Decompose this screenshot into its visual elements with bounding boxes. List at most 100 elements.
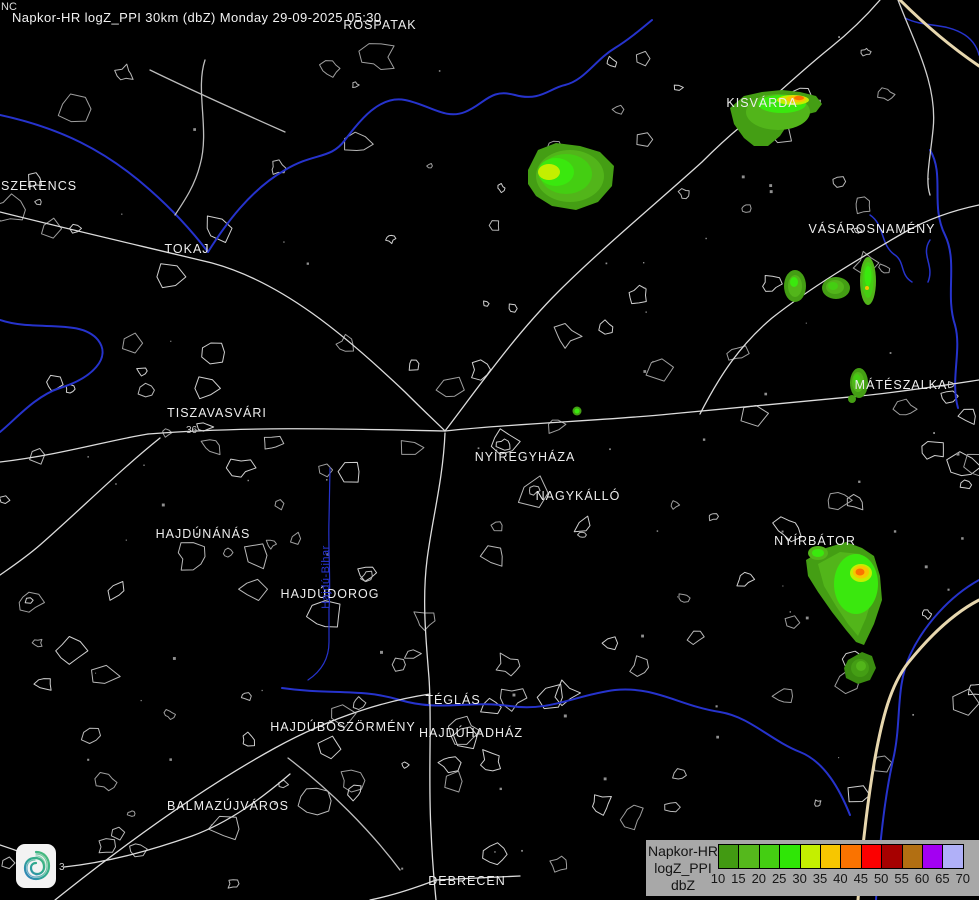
map-speck [838, 36, 841, 38]
settlement-outline [573, 515, 591, 533]
map-speck [769, 190, 773, 194]
settlement-outline [28, 172, 43, 188]
settlement-outline [636, 132, 654, 147]
settlement-outline [404, 649, 422, 659]
city-label: SZERENCS [1, 179, 77, 193]
map-speck [912, 713, 915, 716]
settlement-outline [347, 784, 362, 802]
echo-kisvarda [730, 90, 822, 146]
map-speck [805, 322, 807, 324]
settlement-outline [136, 367, 148, 377]
settlement-outline [358, 43, 395, 70]
river-tisza-west [0, 114, 209, 253]
settlement-outline [740, 405, 769, 427]
motorway-layer [856, 0, 979, 900]
settlement-outline [673, 84, 684, 91]
city-label: DEBRECEN [428, 874, 505, 888]
legend-title-line-2: logZ_PPI [654, 860, 712, 876]
settlement-outline [488, 220, 500, 231]
settlement-outline [592, 794, 612, 816]
settlement-outline [65, 384, 76, 394]
map-speck [170, 340, 172, 342]
colorbar-tick: 55 [894, 871, 909, 886]
county-label: Hajdú-Bihar [320, 545, 332, 609]
map-speck [764, 392, 768, 396]
settlement-outline [963, 453, 979, 477]
map-speck [438, 70, 441, 72]
map-speck [716, 735, 720, 739]
settlement-outline [611, 104, 625, 115]
colorbar-tick: 65 [935, 871, 950, 886]
settlement-outline [480, 749, 501, 772]
settlement-outline [480, 697, 502, 715]
settlement-outline [122, 332, 144, 354]
spiral-icon [23, 850, 51, 881]
map-labels-layer: ROSPATAK SZERENCS TOKAJ KISVÁRDA VÁSÁROSNAMÉ… [1, 1, 948, 888]
settlement-outline [922, 609, 933, 620]
settlement-outline [24, 597, 34, 604]
settlement-outline [536, 683, 563, 710]
settlement-outline [278, 779, 290, 789]
city-label: HAJDÚDOROG [281, 586, 380, 601]
river-topright [904, 17, 979, 56]
road-topleft-1 [149, 69, 286, 133]
map-speck [172, 657, 176, 660]
city-label: BALMAZÚJVÁROS [167, 798, 289, 813]
settlement-outline [31, 638, 43, 648]
colorbar-swatch [779, 844, 801, 869]
settlement-outline [0, 193, 26, 222]
settlement-outline [635, 50, 651, 67]
settlement-outline [271, 159, 287, 175]
colorbar-swatch [942, 844, 964, 869]
map-speck [656, 530, 659, 532]
settlement-outline [762, 275, 783, 292]
city-label: MÁTÉSZALKA [855, 377, 948, 392]
map-speck [858, 480, 861, 483]
rivers-layer [0, 17, 979, 900]
settlement-outline [114, 63, 134, 81]
road-hb-debrecen [287, 757, 401, 871]
echo-small-west [784, 270, 806, 302]
river-squiggle-1 [869, 214, 913, 283]
settlement-outline [238, 578, 268, 601]
settlement-outline [29, 448, 46, 465]
map-speck [87, 456, 89, 458]
settlement-outline [490, 521, 503, 532]
settlement-outline [34, 198, 42, 206]
map-speck [924, 565, 928, 569]
motorway-topright [898, 0, 979, 68]
echo-central [528, 143, 614, 210]
map-speck [643, 287, 646, 289]
settlement-outline [921, 441, 944, 460]
road-debrecen-east [435, 875, 521, 881]
settlement-outline [306, 600, 341, 628]
settlement-outline [426, 163, 433, 169]
city-label: ROSPATAK [343, 18, 416, 32]
settlement-outline [628, 284, 647, 305]
road-east [444, 379, 979, 432]
settlement-outline [408, 359, 420, 371]
map-speck [143, 464, 145, 466]
map-speck [956, 452, 960, 456]
city-label: VÁSÁROSNAMÉNY [809, 221, 936, 236]
city-label: HAJDÚBÖSZÖRMÉNY [270, 719, 416, 734]
map-speck [247, 479, 249, 482]
map-speck [947, 588, 950, 591]
settlement-outline [479, 545, 503, 567]
map-speck [715, 705, 718, 708]
map-speck [380, 650, 383, 654]
settlement-outline [490, 428, 521, 455]
settlement-outline [447, 715, 481, 745]
echo-contour [538, 164, 560, 180]
settlement-outline [91, 664, 121, 684]
colorbar-swatches [718, 844, 964, 869]
settlement-outline [194, 376, 221, 400]
settlement-outline [606, 55, 618, 68]
settlement-outline [137, 382, 155, 398]
map-speck [273, 802, 277, 805]
map-speck [609, 448, 611, 451]
settlement-outline [240, 692, 252, 701]
map-speck [494, 851, 496, 853]
settlement-outline [0, 495, 11, 504]
map-speck [652, 360, 654, 363]
